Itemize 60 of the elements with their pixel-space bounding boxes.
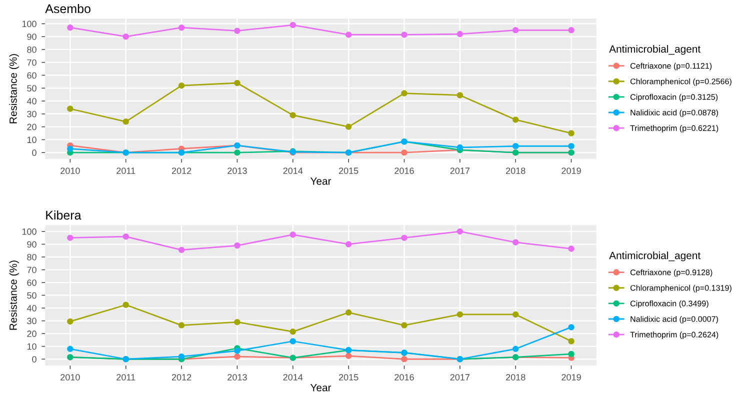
x-tick-label: 2010 <box>60 168 80 174</box>
legend-label: Ciprofloxacin (p=0.3125) <box>630 94 718 102</box>
y-tick-label: 10 <box>27 136 36 144</box>
y-tick-label: 100 <box>22 228 36 235</box>
x-tick-label: 2015 <box>338 374 358 380</box>
legend-label: Ceftriaxone (p=0.9128) <box>630 269 712 277</box>
legend-label: Trimethoprim (p=0.2624) <box>630 332 718 340</box>
x-tick-label: 2018 <box>506 374 526 380</box>
y-tick-label: 50 <box>27 85 36 92</box>
y-tick-label: 80 <box>27 254 36 260</box>
y-tick-label: 40 <box>26 98 36 104</box>
y-tick-label: 90 <box>27 34 36 40</box>
x-tick-label: 2010 <box>60 374 80 380</box>
x-tick-label: 2011 <box>116 374 136 380</box>
y-tick-label: 0 <box>32 150 36 156</box>
x-tick-label: 2013 <box>228 168 247 174</box>
y-tick-label: 80 <box>27 46 36 53</box>
x-tick-label: 2017 <box>450 374 470 380</box>
x-tick-label: 2019 <box>562 168 581 174</box>
legend-label: Nalidixic acid (p=0.0878) <box>630 109 718 117</box>
y-tick-label: 70 <box>27 59 36 66</box>
x-tick-label: 2013 <box>228 374 247 380</box>
x-tick-label: 2012 <box>172 168 192 174</box>
x-tick-label: 2014 <box>283 168 303 174</box>
x-axis-title: Year <box>310 178 332 185</box>
x-tick-label: 2012 <box>172 374 192 380</box>
y-tick-label: 50 <box>27 292 36 299</box>
y-tick-label: 30 <box>27 110 36 118</box>
x-tick-label: 2016 <box>394 168 414 174</box>
y-tick-label: 30 <box>27 318 36 324</box>
y-tick-label: 70 <box>27 266 36 274</box>
y-tick-label: 20 <box>27 330 36 337</box>
legend-label: Chloramphenicol (p=0.1319) <box>630 284 732 292</box>
y-tick-label: 40 <box>26 305 36 312</box>
legend-label: Ceftriaxone (p=0.1121) <box>630 62 712 70</box>
chart-title: Asembo <box>45 4 90 14</box>
x-tick-label: 2011 <box>116 168 136 174</box>
y-tick-label: 60 <box>27 72 36 79</box>
y-tick-label: 60 <box>27 279 36 286</box>
legend-label: Nalidixic acid (p=0.0007) <box>630 316 718 324</box>
legend-title: Antimicrobial_agent <box>609 252 701 262</box>
legend-label: Ciprofloxacin (0.3499) <box>630 300 708 308</box>
legend-title: Antimicrobial_agent <box>609 45 701 55</box>
y-tick-label: 10 <box>27 343 36 350</box>
chart-title: Kibera <box>46 210 82 220</box>
y-tick-label: 100 <box>22 20 36 28</box>
x-tick-label: 2015 <box>338 168 358 174</box>
y-tick-label: 0 <box>32 356 36 362</box>
x-tick-label: 2017 <box>450 168 470 174</box>
y-tick-label: 90 <box>27 241 36 248</box>
x-tick-label: 2018 <box>506 168 526 174</box>
y-axis-title: Resistance (%) <box>9 260 19 330</box>
y-axis-title: Resistance (%) <box>9 54 19 124</box>
x-tick-label: 2016 <box>394 374 414 380</box>
legend-label: Chloramphenicol (p=0.2566) <box>630 78 732 86</box>
y-tick-label: 20 <box>27 124 36 130</box>
legend-label: Trimethoprim (p=0.6221) <box>630 125 718 133</box>
x-tick-label: 2014 <box>283 374 303 380</box>
x-axis-title: Year <box>310 384 332 392</box>
x-tick-label: 2019 <box>562 374 581 380</box>
